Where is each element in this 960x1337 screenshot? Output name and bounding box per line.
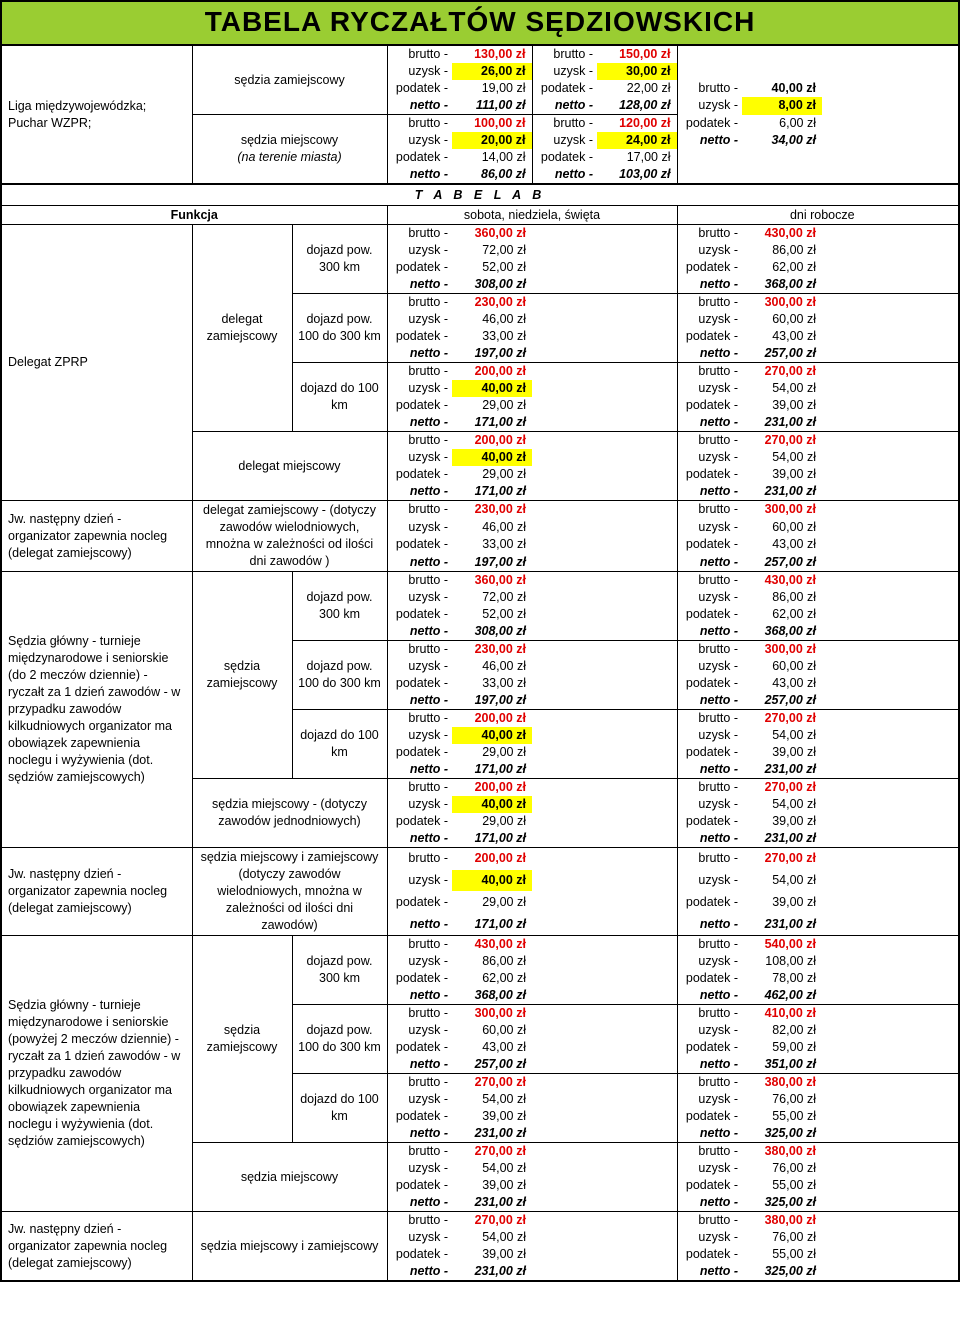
row-dojazd: dojazd pow. 100 do 300 km: [292, 294, 387, 363]
row-type: sędzia zamiejscowy: [192, 936, 292, 1143]
row-type: sędzia miejscowy - (dotyczy zawodów jedn…: [192, 779, 387, 848]
row-desc: Jw. następny dzień - organizator zapewni…: [2, 501, 192, 572]
row-type: sędzia miejscowy i zamiejscowy (dotyczy …: [192, 848, 387, 936]
row-type: sędzia miejscowy: [192, 1143, 387, 1212]
header-weekend: sobota, niedziela, święta: [387, 206, 677, 225]
liga-type-2: sędzia miejscowy(na terenie miasta): [192, 115, 387, 184]
row-dojazd: dojazd pow. 300 km: [292, 572, 387, 641]
liga-type-1: sędzia zamiejscowy: [192, 46, 387, 115]
column-headers: Funkcja sobota, niedziela, święta dni ro…: [2, 206, 960, 225]
row-desc: Jw. następny dzień - organizator zapewni…: [2, 848, 192, 936]
row-dojazd: dojazd pow. 100 do 300 km: [292, 641, 387, 710]
header-weekday: dni robocze: [677, 206, 960, 225]
row-type: sędzia zamiejscowy: [192, 572, 292, 779]
row-type: delegat zamiejscowy - (dotyczy zawodów w…: [192, 501, 387, 572]
row-dojazd: dojazd do 100 km: [292, 363, 387, 432]
tabela-b-header: T A B E L A B: [2, 183, 958, 206]
row-type: delegat miejscowy: [192, 432, 387, 501]
row-dojazd: dojazd pow. 300 km: [292, 936, 387, 1005]
row-dojazd: dojazd pow. 100 do 300 km: [292, 1005, 387, 1074]
row-dojazd: dojazd do 100 km: [292, 710, 387, 779]
row-desc: Jw. następny dzień - organizator zapewni…: [2, 1212, 192, 1281]
page: TABELA RYCZAŁTÓW SĘDZIOWSKICH Liga międz…: [0, 0, 960, 1282]
header-funkcja: Funkcja: [2, 206, 387, 225]
row-dojazd: dojazd do 100 km: [292, 1074, 387, 1143]
row-type: delegat zamiejscowy: [192, 225, 292, 432]
row-desc: Sędzia główny - turnieje międzynarodowe …: [2, 936, 192, 1212]
liga-table: Liga międzywojewódzka; Puchar WZPR; sędz…: [2, 46, 960, 183]
row-type: sędzia miejscowy i zamiejscowy: [192, 1212, 387, 1281]
row-desc: Sędzia główny - turnieje międzynarodowe …: [2, 572, 192, 848]
row-dojazd: dojazd pow. 300 km: [292, 225, 387, 294]
liga-desc: Liga międzywojewódzka; Puchar WZPR;: [2, 46, 192, 183]
main-table: Delegat ZPRPdelegat zamiejscowydojazd po…: [2, 225, 960, 1280]
page-title: TABELA RYCZAŁTÓW SĘDZIOWSKICH: [2, 2, 958, 46]
row-desc: Delegat ZPRP: [2, 225, 192, 501]
